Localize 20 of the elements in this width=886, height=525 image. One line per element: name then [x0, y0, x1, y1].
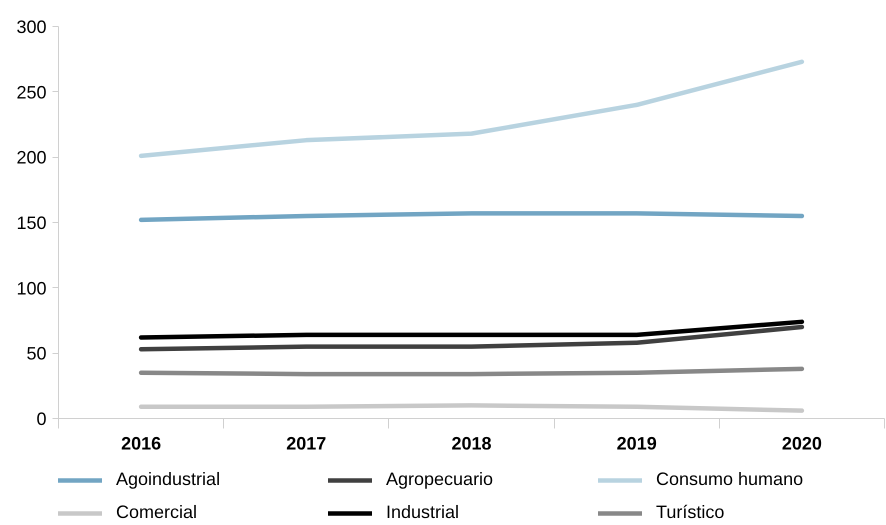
legend-label: Comercial — [116, 502, 198, 523]
legend-label: Turístico — [656, 502, 726, 523]
y-tick-label: 50 — [26, 344, 47, 364]
x-tick-label: 2019 — [616, 434, 657, 454]
y-tick-label: 100 — [16, 278, 47, 298]
x-tick-label: 2017 — [286, 434, 326, 454]
y-tick-label: 0 — [36, 409, 47, 429]
legend-label: Consumo humano — [656, 469, 804, 490]
x-tick-label: 2016 — [121, 434, 162, 454]
x-tick-label: 2018 — [451, 434, 492, 454]
y-tick-label: 150 — [16, 213, 47, 233]
legend-label: Agropecuario — [386, 469, 494, 490]
y-tick-label: 250 — [16, 82, 47, 102]
y-tick-label: 300 — [16, 17, 47, 37]
y-tick-label: 200 — [16, 148, 47, 168]
line-series — [138, 324, 804, 352]
x-tick-label: 2020 — [782, 434, 822, 454]
legend-label: Industrial — [386, 502, 460, 523]
line-series — [138, 60, 804, 158]
legend-label: Agoindustrial — [116, 469, 222, 490]
